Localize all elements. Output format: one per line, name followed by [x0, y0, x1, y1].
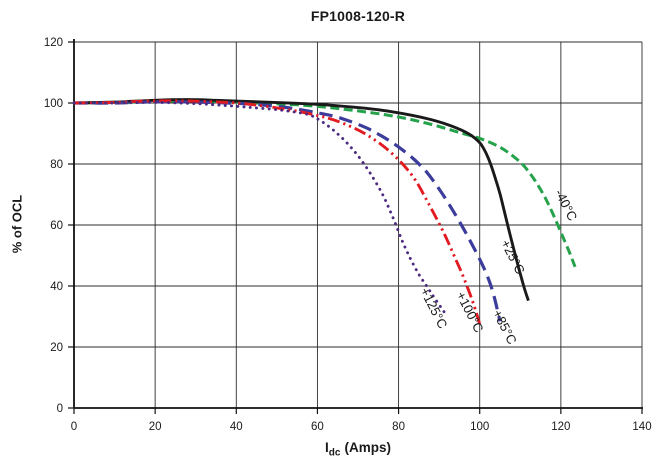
x-tick-label: 40 — [230, 421, 243, 433]
x-axis-symbol: I — [325, 440, 329, 455]
curve-label-125C: +125°C — [417, 285, 450, 331]
y-tick-label: 80 — [50, 159, 63, 171]
curve-label-25C: +25°C — [498, 237, 528, 276]
curve-25C — [73, 98, 530, 302]
curve-125C — [72, 100, 447, 315]
x-tick-label: 100 — [470, 421, 489, 433]
x-tick-label: 20 — [149, 421, 162, 433]
y-tick-label: 120 — [44, 37, 63, 49]
curve-85C — [73, 100, 502, 322]
y-tick-label: 20 — [50, 342, 63, 354]
curve-label-100C: +100°C — [453, 289, 486, 335]
chart-title: FP1008-120-R — [310, 8, 406, 24]
curve-label-40C: -40°C — [552, 187, 581, 224]
x-tick-label: 80 — [392, 421, 405, 433]
x-tick-label: 140 — [632, 421, 651, 433]
x-tick-label: 60 — [311, 421, 324, 433]
x-axis-title: Idc (Amps) — [74, 440, 642, 459]
x-tick-label: 120 — [551, 421, 570, 433]
x-axis-unit: (Amps) — [344, 440, 391, 455]
y-tick-label: 0 — [57, 403, 63, 415]
y-tick-label: 60 — [50, 220, 63, 232]
x-tick-label: 0 — [71, 421, 77, 433]
x-axis-subscript: dc — [328, 447, 341, 459]
y-tick-label: 40 — [50, 281, 63, 293]
y-tick-label: 100 — [44, 98, 63, 110]
curve-label-85C: +85°C — [490, 307, 520, 346]
